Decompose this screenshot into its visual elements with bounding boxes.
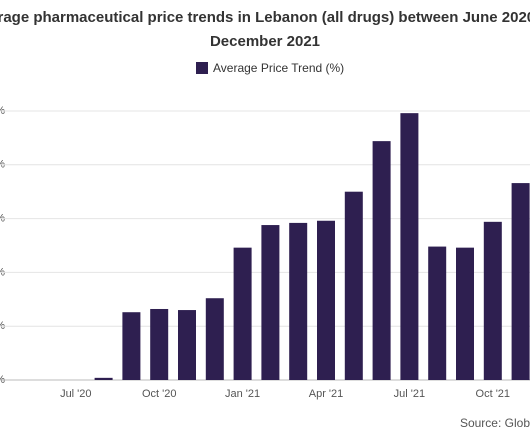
bar (150, 308, 169, 380)
bar (511, 183, 530, 380)
bar (483, 221, 502, 380)
legend-swatch (196, 62, 208, 74)
bar (317, 220, 335, 380)
bar (205, 298, 224, 380)
bar (344, 191, 363, 380)
chart-subtitle: December 2021 (210, 33, 320, 50)
bar (428, 246, 447, 380)
bar (372, 141, 391, 380)
bar (178, 310, 196, 380)
bar (94, 377, 113, 380)
bar (261, 225, 280, 380)
x-tick-label: Jan '21 (225, 388, 260, 400)
x-tick-label: Apr '21 (309, 388, 344, 400)
legend-label: Average Price Trend (%) (213, 61, 344, 75)
x-tick-label: Jul '21 (394, 388, 425, 400)
bar (456, 247, 474, 380)
chart-title: Average pharmaceutical price trends in L… (0, 9, 530, 26)
bar (400, 113, 419, 380)
x-tick-label: Oct '21 (476, 388, 511, 400)
bar (122, 312, 141, 380)
x-tick-label: Oct '20 (142, 388, 177, 400)
bar (233, 247, 252, 380)
bar (289, 222, 308, 380)
source: Source: Glob (460, 416, 530, 430)
x-tick-label: Jul '20 (60, 388, 91, 400)
